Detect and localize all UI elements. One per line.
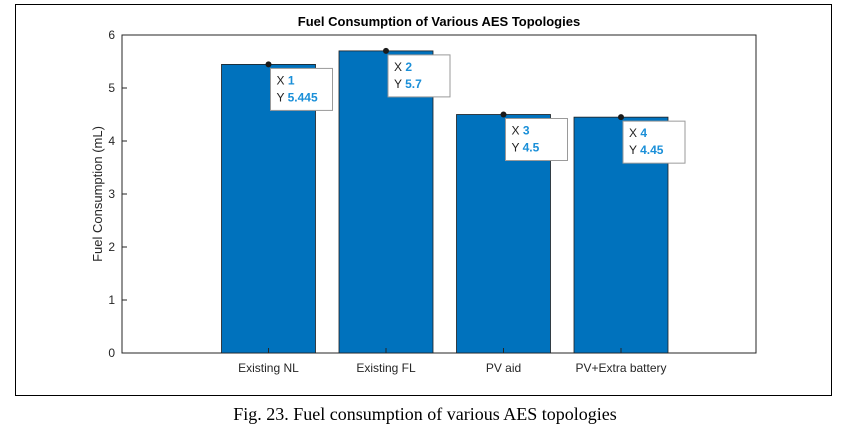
y-tick-label: 5 xyxy=(108,81,115,95)
datatip-x-row: X 1 xyxy=(277,73,295,87)
datatip-marker xyxy=(265,61,272,68)
y-tick-label: 3 xyxy=(108,187,115,201)
datatip-x-row: X 2 xyxy=(394,60,412,74)
datatip-2[interactable]: X 2 Y 5.7 xyxy=(383,47,451,98)
bar-chart: Fuel Consumption of Various AES Topologi… xyxy=(90,14,757,375)
y-tick-label: 2 xyxy=(108,240,115,254)
datatips-layer: X 1 Y 5.445 X 2 Y 5.7 X 3 Y 4.5 X 4 Y 4.45 xyxy=(265,47,686,164)
datatip-box xyxy=(505,118,568,161)
x-tick-label: PV aid xyxy=(486,361,521,375)
axes-layer: Existing NL Existing FL PV aid PV+Extra bat… xyxy=(108,28,666,375)
datatip-4[interactable]: X 4 Y 4.45 xyxy=(618,114,686,164)
datatip-marker xyxy=(383,47,389,54)
datatip-marker xyxy=(618,114,624,121)
datatip-y-row: Y 5.445 xyxy=(277,90,318,104)
x-tick-label: Existing FL xyxy=(356,361,416,375)
datatip-box xyxy=(622,120,686,164)
datatip-x-row: X 4 xyxy=(629,126,647,140)
datatip-3[interactable]: X 3 Y 4.5 xyxy=(500,111,568,161)
datatip-y-row: Y 4.45 xyxy=(629,143,664,157)
y-tick-label: 6 xyxy=(108,28,115,42)
datatip-box xyxy=(270,67,333,111)
y-tick-label: 1 xyxy=(108,293,115,307)
datatip-box xyxy=(387,54,451,98)
datatip-1[interactable]: X 1 Y 5.445 xyxy=(265,61,333,111)
datatip-y-row: Y 5.7 xyxy=(394,77,422,91)
x-tick-label: PV+Extra battery xyxy=(575,361,666,375)
x-tick-label: Existing NL xyxy=(238,361,299,375)
chart-title: Fuel Consumption of Various AES Topologi… xyxy=(298,14,580,29)
y-tick-label: 4 xyxy=(108,134,115,148)
y-axis-title: Fuel Consumption (mL) xyxy=(90,126,105,262)
y-tick-label: 0 xyxy=(108,346,115,360)
datatip-marker xyxy=(500,111,507,118)
bar-2[interactable] xyxy=(338,50,434,354)
datatip-x-row: X 3 xyxy=(512,124,530,138)
figure-caption: Fig. 23. Fuel consumption of various AES… xyxy=(233,404,617,424)
datatip-y-row: Y 4.5 xyxy=(512,141,540,155)
